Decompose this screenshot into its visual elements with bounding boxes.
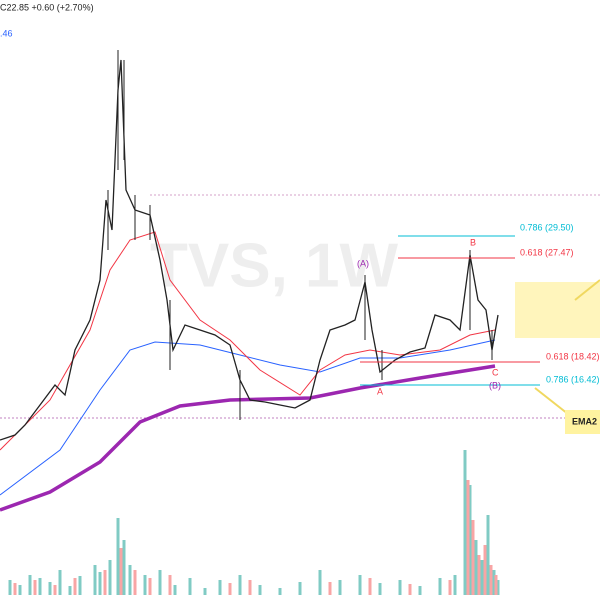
- wave-label: A: [377, 386, 383, 396]
- indicator-value: .46: [0, 28, 13, 38]
- fib-label: 0.618 (18.42): [546, 351, 600, 361]
- wave-label: C: [492, 367, 499, 377]
- arrow: [574, 279, 600, 301]
- quote: C22.85 +0.60 (+2.70%): [0, 2, 94, 12]
- fib-label: 0.786 (29.50): [520, 222, 574, 232]
- volume-down: [13, 480, 498, 595]
- arrow: [534, 387, 569, 415]
- callout-label: EMA2: [572, 416, 597, 426]
- wave-label: (B): [489, 380, 501, 390]
- wave-label: (A): [357, 258, 369, 268]
- watermark: TVS, 1W: [150, 231, 399, 300]
- fib-label: 0.786 (16.42): [546, 374, 600, 384]
- callout-box: [565, 410, 600, 434]
- wave-label: B: [470, 237, 476, 247]
- volume-up: [8, 450, 500, 595]
- ema-purple: [0, 364, 496, 512]
- fib-label: 0.618 (27.47): [520, 247, 574, 257]
- wicks: [107, 50, 493, 420]
